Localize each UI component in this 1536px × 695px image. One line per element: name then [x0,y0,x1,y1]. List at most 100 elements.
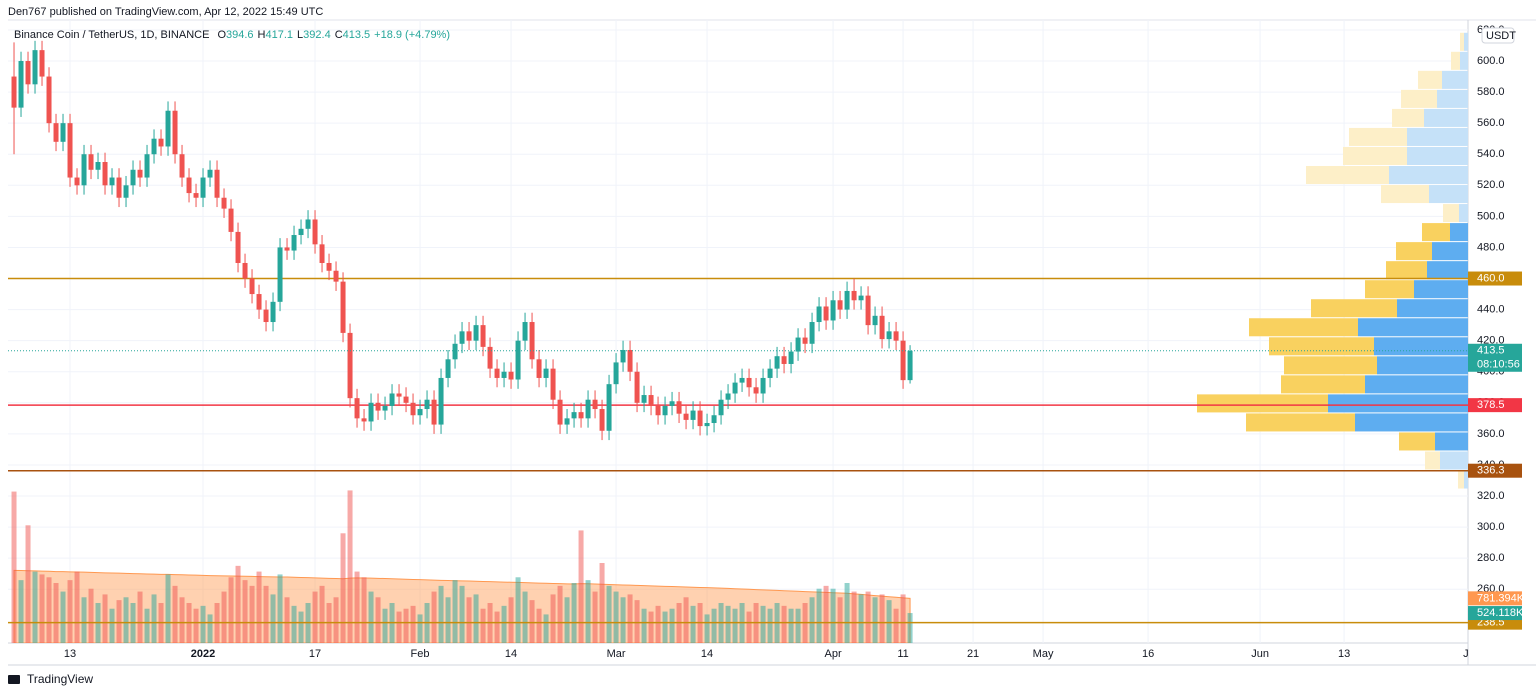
volume-bar [669,608,675,643]
volume-bar [277,574,283,643]
candle-body [865,295,871,326]
candle-body [487,346,493,369]
candle-body [578,412,584,419]
candle-body [718,399,724,416]
profile-up [1355,413,1468,432]
profile-up [1440,451,1468,470]
volume-bar [291,605,297,643]
volume-bar [536,608,542,643]
last-price-tag-bg [1468,343,1522,372]
volume-bar [480,608,486,643]
volume-bar [704,614,710,643]
volume-bar [53,583,59,643]
candle-body [529,322,535,360]
volume-bar [382,608,388,643]
volume-bar [690,605,696,643]
candle-body [697,410,703,427]
volume-bar [872,597,878,643]
profile-up [1442,70,1468,89]
profile-up [1397,299,1468,318]
candle-body [18,61,24,108]
volume-bar [452,580,458,643]
profile-down [1401,89,1437,108]
candle-body [781,356,787,364]
volume-bar [655,605,661,643]
y-tick-label: 360.0 [1477,428,1505,440]
candle-body [361,418,367,422]
profile-down [1422,223,1450,242]
volume-bar [284,597,290,643]
volume-bar [837,597,843,643]
profile-up [1427,261,1468,280]
candle-body [809,322,815,344]
volume-bar [11,491,17,643]
volume-bar [571,583,577,643]
profile-down [1311,299,1397,318]
volume-bar [193,608,199,643]
profile-down [1399,432,1435,451]
x-tick-label: 16 [1142,648,1154,660]
y-tick-label: 540.0 [1477,148,1505,160]
volume-bar [557,585,563,643]
volume-bar [893,608,899,643]
volume-bar [102,594,108,643]
candle-body [32,50,38,85]
candle-body [375,402,381,411]
ohlc-value: 392.4 [303,29,331,41]
profile-down [1418,70,1442,89]
candle-body [60,123,66,142]
candle-body [858,295,864,301]
x-tick-label: 17 [309,648,321,660]
countdown: 08:10:56 [1477,359,1520,371]
candle-body [207,169,213,178]
candle-body [270,301,276,323]
volume-bar [634,600,640,643]
ohlc-prefix: C [335,29,343,41]
x-tick-label: Mar [607,648,626,660]
candle-body [739,377,745,383]
candle-body [564,418,570,425]
candle-body [613,362,619,385]
tv-logo [8,675,20,684]
candle-body [221,197,227,209]
volume-bar [732,608,738,643]
time-axis: 13 2022 17 Feb 14 Mar 14 Apr 11 21 May 16 Jun 13 Jul [64,648,1477,660]
candle-body [634,371,640,403]
volume-bar [431,591,437,643]
x-tick-label: 2022 [191,648,215,660]
profile-up [1414,280,1468,299]
candle-body [95,162,101,170]
volume-bar [886,600,892,643]
volume-bar [263,585,269,643]
candle-body [452,343,458,360]
x-tick-label: 11 [897,648,908,660]
x-tick-label: Jul [1463,648,1477,660]
candle-body [312,219,318,245]
x-tick-label: May [1033,648,1054,660]
volume-bar [529,600,535,643]
level-tag: 460.0 [1477,272,1505,284]
candle-body [354,398,360,419]
candle-body [592,399,598,410]
x-tick-label: 13 [64,648,76,660]
volume-bar [200,605,206,643]
level-tag: 336.3 [1477,465,1505,477]
candle-body [158,138,164,147]
candle-body [466,331,472,341]
candle-body [753,387,759,394]
volume-bar [606,585,612,643]
candle-body [333,270,339,282]
candle-body [256,294,262,310]
candle-body [536,359,542,378]
volume-bar [473,594,479,643]
candle-body [410,402,416,416]
profile-up [1432,242,1468,261]
volume-bar [543,614,549,643]
candle-body [760,377,766,394]
candle-body [641,395,647,403]
candle-body [557,399,563,425]
candle-body [893,331,899,341]
candle-body [522,322,528,341]
ohlc-value: 413.5 [343,29,371,41]
